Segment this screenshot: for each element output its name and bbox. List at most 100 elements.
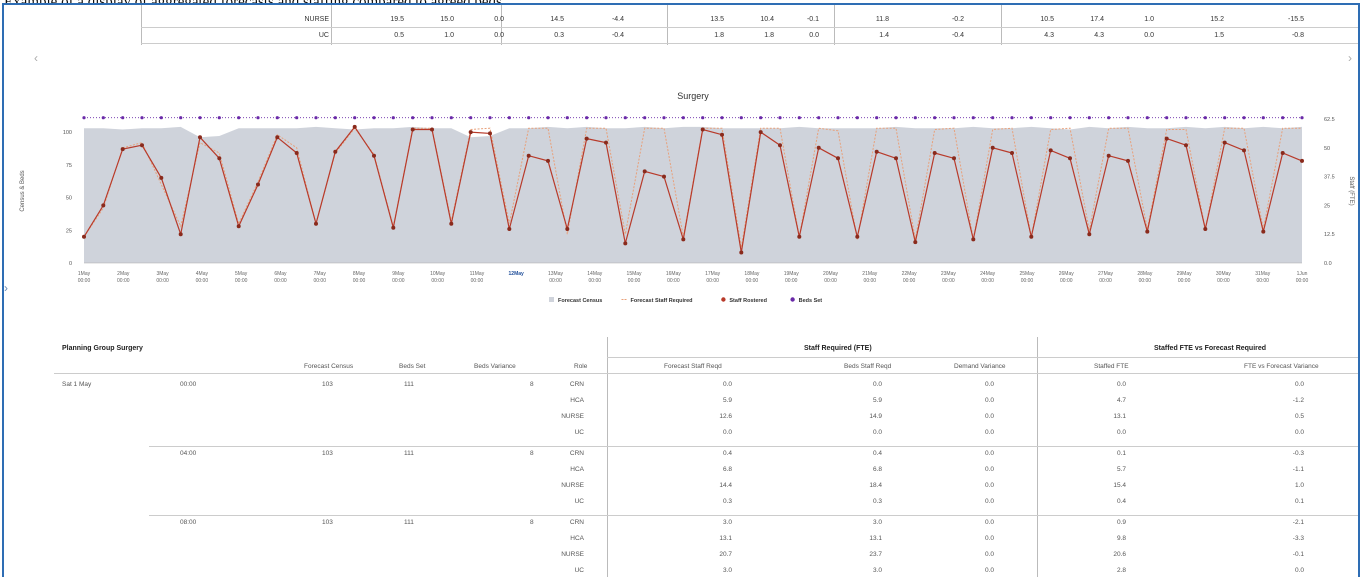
svg-text:12May: 12May	[509, 271, 525, 277]
staff-rostered-point	[449, 221, 454, 226]
cell-demand: 0.0	[984, 567, 994, 574]
staff-rostered-point	[913, 240, 918, 245]
cell-fte: -3.3	[1292, 535, 1304, 542]
cell-role: NURSE	[561, 413, 584, 420]
staff-rostered-point	[178, 232, 183, 237]
staff-rostered-point	[797, 234, 802, 239]
beds-set-point	[546, 116, 550, 120]
cell-fte: -1.1	[1292, 466, 1304, 473]
cell-role: UC	[574, 429, 584, 436]
svg-text:00:00: 00:00	[667, 278, 680, 284]
staff-rostered-point	[623, 241, 628, 246]
staff-rostered-point	[855, 234, 860, 239]
x-tick-label[interactable]: 12May	[509, 271, 525, 277]
staff-rostered-point	[1164, 136, 1169, 141]
top-row-value: 0.3	[554, 32, 564, 39]
top-row-value: 0.0	[494, 32, 504, 39]
beds-set-point	[585, 116, 589, 120]
forecast-census-cell: 103	[322, 381, 333, 388]
cell-forecast: 0.0	[722, 381, 732, 388]
staff-rostered-point	[681, 237, 686, 242]
y-axis-label: Census & Beds	[20, 170, 26, 211]
svg-text:00:00: 00:00	[706, 278, 719, 284]
beds-set-point	[1068, 116, 1072, 120]
svg-text:00:00: 00:00	[313, 278, 326, 284]
forecast-census-cell: 103	[322, 450, 333, 457]
svg-text:00:00: 00:00	[903, 278, 916, 284]
top-row-value: 1.5	[1214, 32, 1224, 39]
chart-next-arrow-icon[interactable]: ›	[1348, 51, 1352, 65]
beds-set-point	[488, 116, 492, 120]
top-row-value: 4.3	[1044, 32, 1054, 39]
svg-text:Forecast Staff Required: Forecast Staff Required	[631, 298, 693, 304]
cell-fte: -1.2	[1292, 397, 1304, 404]
beds-set-point	[991, 116, 995, 120]
beds-set-point	[1087, 116, 1091, 120]
svg-text:00:00: 00:00	[1178, 278, 1191, 284]
svg-text:25May: 25May	[1019, 271, 1035, 277]
cell-forecast: 20.7	[719, 551, 732, 558]
svg-text:00:00: 00:00	[431, 278, 444, 284]
beds-set-point	[449, 116, 453, 120]
staff-rostered-point	[275, 135, 280, 140]
top-row-value: 0.0	[1144, 32, 1154, 39]
staff-rostered-point	[1222, 140, 1227, 145]
svg-text:00:00: 00:00	[824, 278, 837, 284]
cell-forecast: 13.1	[719, 535, 732, 542]
legend-item[interactable]: Beds Set	[790, 297, 822, 304]
cell-fte: -0.1	[1292, 551, 1304, 558]
beds-set-point	[894, 116, 898, 120]
cell-fte: -2.1	[1292, 519, 1304, 526]
svg-text:5May: 5May	[235, 271, 248, 277]
cell-fte: 0.0	[1294, 567, 1304, 574]
staff-rostered-point	[1242, 148, 1246, 153]
side-expand-icon[interactable]: ›	[4, 281, 8, 295]
chart-prev-arrow-icon[interactable]: ‹	[34, 51, 38, 65]
legend-item[interactable]: Forecast Staff Required	[621, 298, 693, 304]
top-row-value: -0.4	[611, 32, 624, 39]
cell-role: CRN	[569, 381, 584, 388]
beds-set-point	[275, 116, 279, 120]
staff-rostered-point	[159, 175, 164, 180]
top-row-value: 17.4	[1090, 16, 1104, 23]
cell-fte: 0.5	[1294, 413, 1304, 420]
staff-rostered-point	[565, 227, 570, 231]
top-row-value: -0.1	[806, 16, 819, 23]
staff-rostered-point	[410, 127, 415, 132]
svg-text:13May: 13May	[548, 271, 564, 277]
beds-set-point	[875, 116, 879, 120]
staff-rostered-point	[1145, 229, 1150, 234]
staff-rostered-point	[236, 224, 241, 229]
column-header: Forecast Census	[304, 363, 354, 370]
cell-role: HCA	[570, 535, 584, 542]
beds-set-point	[952, 116, 956, 120]
beds-set-point	[101, 116, 105, 120]
staff-rostered-point	[816, 145, 821, 150]
svg-text:29May: 29May	[1177, 271, 1193, 277]
column-header: Forecast Staff Reqd	[664, 363, 722, 370]
legend-item[interactable]: Forecast Census	[549, 297, 602, 304]
beds-set-point	[198, 116, 202, 120]
cell-role: NURSE	[561, 482, 584, 489]
cell-staffed: 0.9	[1116, 519, 1126, 526]
beds-set-point	[314, 116, 318, 120]
legend-item[interactable]: Staff Rostered	[721, 297, 767, 304]
svg-text:00:00: 00:00	[589, 278, 602, 284]
cell-role: CRN	[569, 519, 584, 526]
beds-set-point	[256, 116, 260, 120]
top-row-value: 1.0	[1144, 16, 1154, 23]
cell-staffed: 4.7	[1116, 397, 1126, 404]
beds-set-point	[507, 116, 511, 120]
svg-text:16May: 16May	[666, 271, 682, 277]
